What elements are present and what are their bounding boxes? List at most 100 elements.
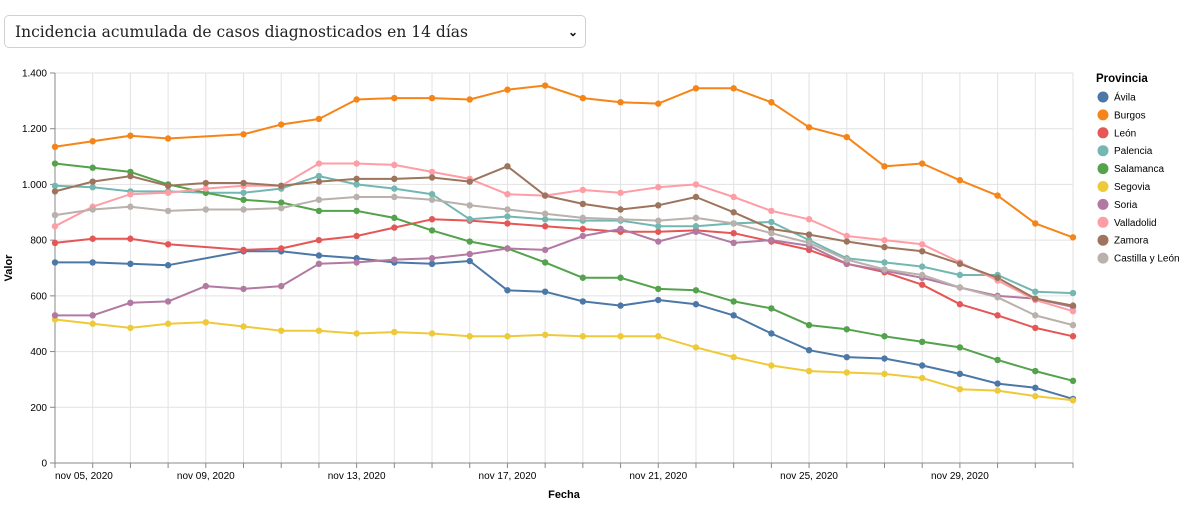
data-point-palencia[interactable] [541, 216, 549, 223]
data-point-castilla-y-leon[interactable] [843, 256, 850, 263]
data-point-zamora[interactable] [617, 206, 624, 213]
data-point-soria[interactable] [315, 260, 323, 268]
data-point-burgos[interactable] [391, 94, 398, 102]
data-point-zamora[interactable] [202, 179, 210, 187]
legend-item-salamanca[interactable]: Salamanca [1097, 163, 1165, 175]
data-point-burgos[interactable] [466, 96, 473, 103]
data-point-segovia[interactable] [164, 320, 172, 327]
data-point-valladolid[interactable] [1069, 307, 1077, 315]
data-point-avila[interactable] [994, 380, 1001, 387]
data-point-leon[interactable] [240, 246, 247, 254]
data-point-soria[interactable] [164, 298, 172, 305]
data-point-segovia[interactable] [994, 387, 1001, 394]
data-point-salamanca[interactable] [278, 199, 285, 206]
data-point-salamanca[interactable] [1032, 367, 1039, 375]
data-point-segovia[interactable] [805, 367, 813, 375]
data-point-valladolid[interactable] [692, 181, 700, 188]
data-point-soria[interactable] [353, 259, 360, 266]
data-point-salamanca[interactable] [994, 356, 1001, 364]
data-point-valladolid[interactable] [164, 189, 172, 196]
data-point-salamanca[interactable] [51, 160, 59, 167]
data-point-zamora[interactable] [504, 163, 511, 170]
data-point-valladolid[interactable] [391, 161, 398, 169]
data-point-avila[interactable] [768, 330, 775, 337]
data-point-leon[interactable] [391, 224, 398, 231]
data-point-salamanca[interactable] [768, 305, 775, 312]
data-point-burgos[interactable] [504, 86, 511, 93]
data-point-castilla-y-leon[interactable] [391, 193, 398, 201]
data-point-castilla-y-leon[interactable] [89, 206, 96, 213]
data-point-segovia[interactable] [1032, 392, 1039, 400]
data-point-soria[interactable] [768, 236, 775, 244]
data-point-soria[interactable] [541, 246, 549, 254]
data-point-burgos[interactable] [315, 115, 323, 123]
data-point-palencia[interactable] [89, 184, 96, 191]
data-point-soria[interactable] [240, 285, 247, 293]
data-point-valladolid[interactable] [202, 185, 210, 192]
data-point-leon[interactable] [956, 301, 964, 308]
data-point-segovia[interactable] [692, 344, 700, 351]
data-point-castilla-y-leon[interactable] [466, 202, 473, 209]
data-point-palencia[interactable] [315, 172, 323, 180]
legend-item-leon[interactable]: León [1097, 127, 1137, 139]
data-point-segovia[interactable] [881, 370, 888, 378]
legend-item-valladolid[interactable]: Valladolid [1097, 216, 1157, 229]
data-point-castilla-y-leon[interactable] [956, 284, 964, 291]
data-point-castilla-y-leon[interactable] [353, 193, 360, 201]
data-point-avila[interactable] [918, 362, 926, 369]
data-point-salamanca[interactable] [617, 274, 624, 281]
data-point-castilla-y-leon[interactable] [127, 203, 134, 210]
data-point-soria[interactable] [391, 256, 398, 263]
data-point-burgos[interactable] [164, 135, 172, 142]
data-point-valladolid[interactable] [843, 232, 850, 240]
data-point-zamora[interactable] [579, 200, 587, 208]
legend-item-avila[interactable]: Ávila [1097, 91, 1137, 104]
data-point-leon[interactable] [579, 225, 587, 233]
data-point-avila[interactable] [843, 353, 850, 361]
data-point-segovia[interactable] [391, 328, 398, 336]
data-point-avila[interactable] [881, 355, 888, 362]
data-point-valladolid[interactable] [353, 160, 360, 167]
data-point-segovia[interactable] [1069, 397, 1077, 404]
data-point-salamanca[interactable] [391, 214, 398, 222]
data-point-avila[interactable] [1032, 384, 1039, 391]
data-point-segovia[interactable] [617, 333, 624, 340]
data-point-avila[interactable] [164, 262, 172, 269]
data-point-salamanca[interactable] [579, 274, 587, 281]
data-point-valladolid[interactable] [51, 223, 59, 230]
data-point-palencia[interactable] [466, 216, 473, 223]
data-point-castilla-y-leon[interactable] [541, 210, 549, 217]
data-point-leon[interactable] [164, 241, 172, 248]
data-point-castilla-y-leon[interactable] [805, 239, 813, 247]
data-point-burgos[interactable] [353, 96, 360, 103]
data-point-burgos[interactable] [655, 100, 662, 107]
data-point-zamora[interactable] [730, 209, 737, 216]
data-point-burgos[interactable] [541, 82, 549, 89]
data-point-valladolid[interactable] [617, 189, 624, 196]
data-point-castilla-y-leon[interactable] [768, 229, 775, 237]
data-point-palencia[interactable] [51, 182, 59, 190]
legend-item-burgos[interactable]: Burgos [1097, 109, 1146, 121]
data-point-avila[interactable] [466, 257, 473, 265]
data-point-burgos[interactable] [51, 143, 59, 151]
data-point-soria[interactable] [692, 228, 700, 235]
data-point-palencia[interactable] [881, 259, 888, 266]
data-point-zamora[interactable] [428, 174, 436, 181]
data-point-castilla-y-leon[interactable] [730, 220, 737, 227]
data-point-soria[interactable] [655, 238, 662, 245]
data-point-segovia[interactable] [353, 330, 360, 337]
data-point-burgos[interactable] [579, 94, 587, 102]
data-point-salamanca[interactable] [655, 285, 662, 293]
data-point-burgos[interactable] [692, 85, 700, 92]
data-point-leon[interactable] [655, 228, 662, 235]
data-point-salamanca[interactable] [240, 196, 247, 203]
data-point-castilla-y-leon[interactable] [655, 217, 662, 224]
legend-item-palencia[interactable]: Palencia [1097, 145, 1153, 157]
data-point-valladolid[interactable] [918, 241, 926, 248]
data-point-avila[interactable] [315, 252, 323, 259]
data-point-segovia[interactable] [466, 333, 473, 340]
data-point-segovia[interactable] [315, 327, 323, 334]
data-point-burgos[interactable] [1032, 220, 1039, 227]
data-point-salamanca[interactable] [353, 207, 360, 215]
data-point-segovia[interactable] [768, 362, 775, 369]
